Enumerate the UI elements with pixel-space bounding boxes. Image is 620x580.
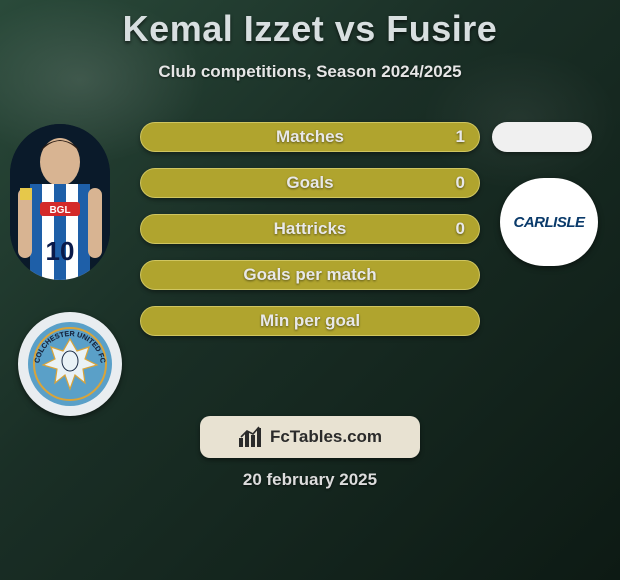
sponsor-text: BGL xyxy=(49,205,70,216)
page-title: Kemal Izzet vs Fusire xyxy=(0,0,620,50)
stat-row-hattricks: Hattricks 0 xyxy=(140,214,480,244)
player-left-svg: BGL 10 xyxy=(10,124,110,280)
stat-value: 0 xyxy=(456,219,465,239)
bars-icon xyxy=(238,426,264,448)
club-right-name: CARLISLE xyxy=(514,214,585,231)
stat-label: Goals per match xyxy=(243,265,376,285)
date-text: 20 february 2025 xyxy=(0,470,620,490)
footer-brand-badge: FcTables.com xyxy=(200,416,420,458)
subtitle: Club competitions, Season 2024/2025 xyxy=(0,62,620,82)
stat-row-goals-per-match: Goals per match xyxy=(140,260,480,290)
stat-row-matches: Matches 1 xyxy=(140,122,480,152)
club-left-svg: COLCHESTER UNITED FC COLCHESTER UNITED F… xyxy=(27,321,113,407)
stat-row-goals: Goals 0 xyxy=(140,168,480,198)
stat-label: Goals xyxy=(286,173,333,193)
stats-container: Matches 1 Goals 0 Hattricks 0 Goals per … xyxy=(140,122,480,352)
stat-value: 0 xyxy=(456,173,465,193)
stat-label: Hattricks xyxy=(274,219,347,239)
shirt-number: 10 xyxy=(46,236,75,266)
footer-brand-text: FcTables.com xyxy=(270,427,382,447)
player-left-photo: BGL 10 xyxy=(10,124,110,280)
stat-label: Matches xyxy=(276,127,344,147)
stat-label: Min per goal xyxy=(260,311,360,331)
stat-row-min-per-goal: Min per goal xyxy=(140,306,480,336)
content-root: Kemal Izzet vs Fusire Club competitions,… xyxy=(0,0,620,580)
player-right-placeholder xyxy=(492,122,592,152)
stat-value: 1 xyxy=(456,127,465,147)
club-right-badge: CARLISLE xyxy=(500,178,598,266)
club-left-badge: COLCHESTER UNITED FC COLCHESTER UNITED F… xyxy=(18,312,122,416)
